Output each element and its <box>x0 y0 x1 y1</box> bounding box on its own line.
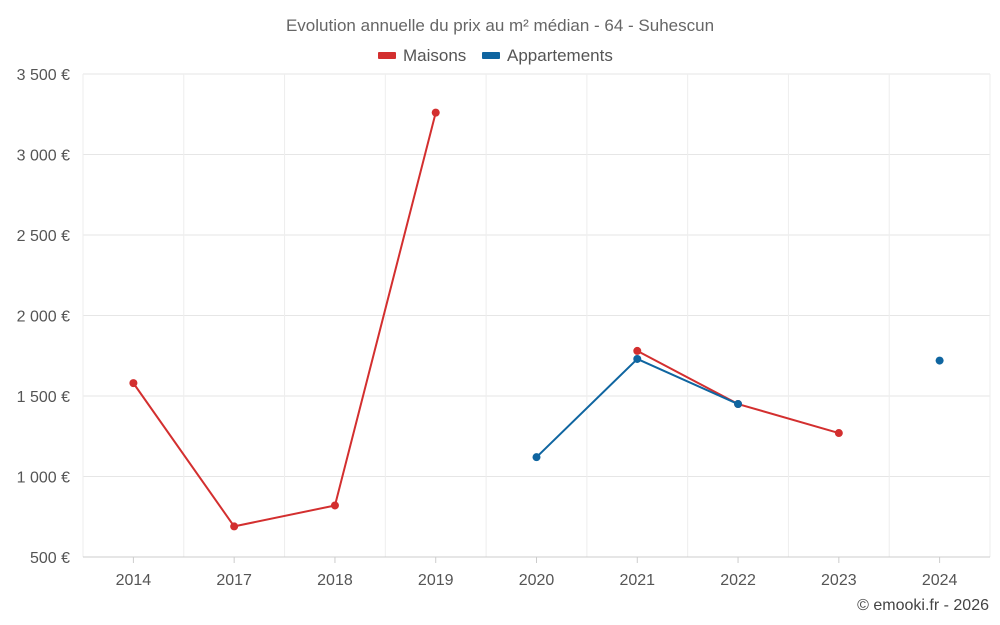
legend-label-maisons: Maisons <box>403 46 466 65</box>
y-tick-label: 1 500 € <box>17 389 70 406</box>
data-point-appartements-2020[interactable] <box>532 453 541 462</box>
y-tick-label: 500 € <box>30 550 70 567</box>
x-tick-label: 2022 <box>720 572 756 589</box>
credit-text: © emooki.fr - 2026 <box>857 597 989 614</box>
x-tick-label: 2019 <box>418 572 454 589</box>
data-point-maisons-2019[interactable] <box>431 108 440 117</box>
x-tick-label: 2020 <box>519 572 555 589</box>
data-point-maisons-2017[interactable] <box>230 522 239 531</box>
legend-swatch-maisons <box>378 52 396 59</box>
data-point-appartements-2021[interactable] <box>633 354 642 363</box>
legend-item-appartements[interactable]: Appartements <box>482 46 613 65</box>
legend: Maisons Appartements <box>378 46 613 65</box>
series-line-appartements <box>535 357 740 459</box>
legend-swatch-appartements <box>482 52 500 59</box>
data-point-maisons-2023[interactable] <box>834 429 843 438</box>
series-line-maisons <box>132 111 437 528</box>
y-tick-label: 2 000 € <box>17 309 70 326</box>
x-tick-label: 2023 <box>821 572 857 589</box>
y-tick-label: 1 000 € <box>17 470 70 487</box>
data-point-maisons-2018[interactable] <box>330 501 339 510</box>
data-point-appartements-2024[interactable] <box>935 356 944 365</box>
x-tick-label: 2024 <box>922 572 958 589</box>
data-point-appartements-2022[interactable] <box>734 400 743 409</box>
y-tick-label: 3 500 € <box>17 67 70 84</box>
x-tick-label: 2021 <box>619 572 655 589</box>
chart-title: Evolution annuelle du prix au m² médian … <box>286 16 714 35</box>
data-point-maisons-2014[interactable] <box>129 379 138 388</box>
y-axis: 500 € 1 000 € 1 500 € 2 000 € 2 500 € 3 000 €… <box>17 67 70 567</box>
data-point-maisons-2021[interactable] <box>633 346 642 355</box>
y-tick-label: 2 500 € <box>17 228 70 245</box>
x-axis: 2014 2017 2018 2019 2020 2021 2022 2023 2024 <box>83 556 990 589</box>
series-line-maisons <box>636 349 840 435</box>
x-tick-label: 2018 <box>317 572 353 589</box>
series-layer <box>129 108 944 531</box>
grid <box>82 73 991 557</box>
legend-item-maisons[interactable]: Maisons <box>378 46 466 65</box>
x-tick-label: 2014 <box>116 572 152 589</box>
legend-label-appartements: Appartements <box>507 46 613 65</box>
y-tick-label: 3 000 € <box>17 148 70 165</box>
x-tick-label: 2017 <box>216 572 252 589</box>
series-appartements <box>532 354 944 462</box>
